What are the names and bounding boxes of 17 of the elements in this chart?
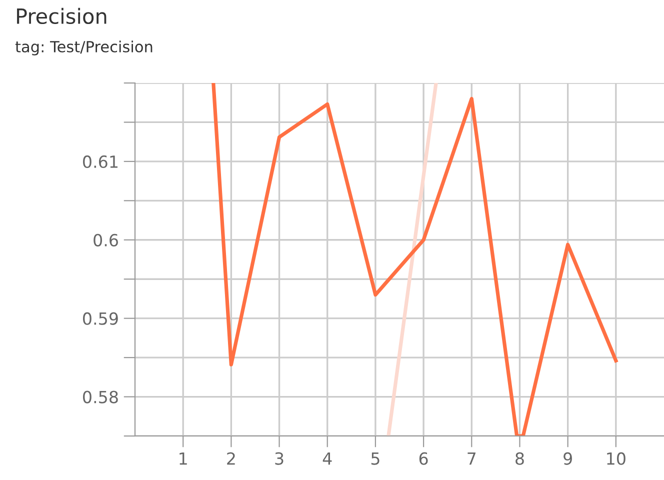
x-tick-label: 9 [564,452,572,465]
y-tick-label: 0.6 [94,234,118,246]
x-tick-label: 6 [419,452,428,465]
x-tick-label: 3 [275,452,284,465]
y-tick-label: 0.61 [83,155,118,168]
x-tick-label: 1 [180,452,187,465]
chart-subtitle: tag: Test/Precision [15,40,152,56]
y-tick-label: 0.59 [83,312,118,325]
y-tick-label: 0.58 [83,390,118,404]
x-tick-label: 10 [607,452,626,465]
x-tick-label: 5 [371,452,380,465]
x-tick-label: 8 [516,452,524,465]
x-tick-label: 4 [322,452,332,465]
line-series [212,83,618,436]
x-tick-label: 2 [227,452,235,465]
chart-title: Precision [17,8,106,24]
x-tick-label: 7 [468,452,476,465]
